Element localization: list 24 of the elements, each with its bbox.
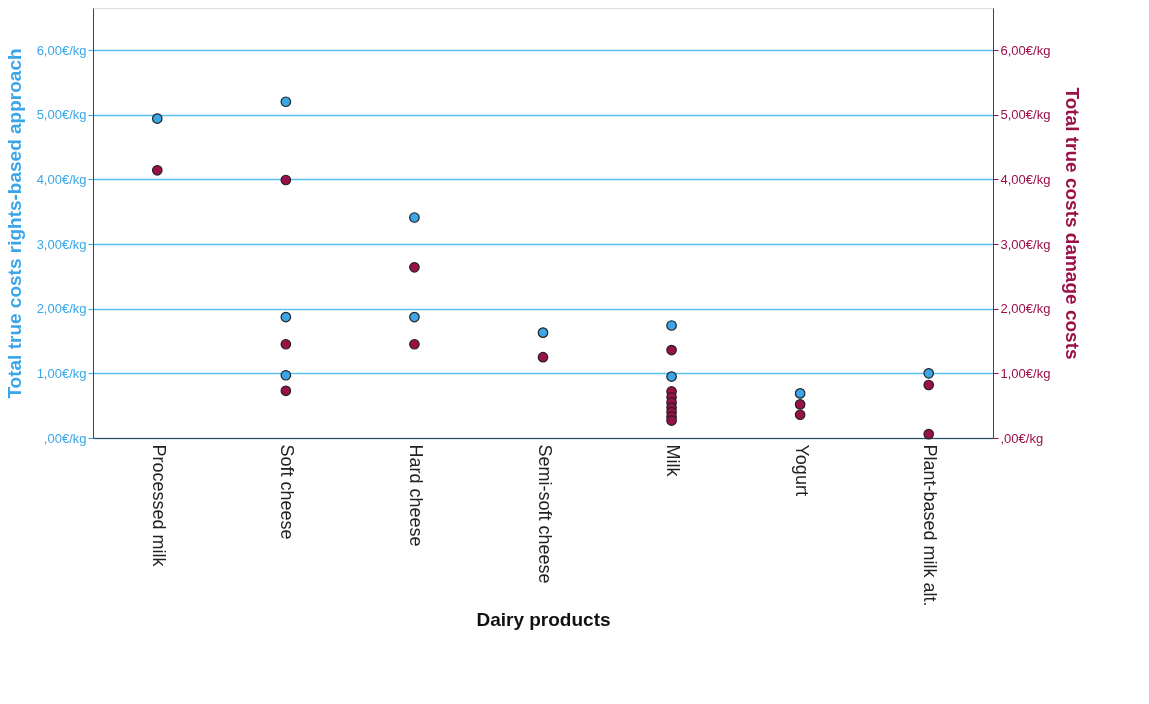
x-tick-label: Semi-soft cheese [534,444,555,584]
y2-tick-label: ,00€/kg [1000,430,1044,446]
x-tick-label: Milk [663,444,684,478]
y-tick-label: ,00€/kg [43,430,87,446]
y-tick-label: 2,00€/kg [36,301,87,317]
y2-tick-label: 4,00€/kg [1000,171,1051,187]
x-axis-title: Dairy products [476,608,611,630]
y2-tick-label: 5,00€/kg [1000,107,1051,123]
x-tick-label: Soft cheese [277,444,298,540]
y2-tick-label: 1,00€/kg [1000,365,1051,381]
x-tick-label: Plant-based milk alt. [920,444,941,607]
y-tick-label: 1,00€/kg [36,365,87,381]
x-tick-label: Hard cheese [405,444,426,547]
y-tick-label: 5,00€/kg [36,107,87,123]
y2-tick-label: 6,00€/kg [1000,42,1051,58]
y2-tick-label: 2,00€/kg [1000,301,1051,317]
y-tick-label: 6,00€/kg [36,42,87,58]
x-tick-label: Yogurt [791,444,812,496]
y-tick-label: 4,00€/kg [36,171,87,187]
y-axis-title: Total true costs rights-based approach [3,48,25,399]
x-tick-label: Processed milk [148,444,169,568]
y-tick-label: 3,00€/kg [36,236,87,252]
y2-axis-title: Total true costs damage costs [1062,87,1084,360]
y2-tick-label: 3,00€/kg [1000,236,1051,252]
